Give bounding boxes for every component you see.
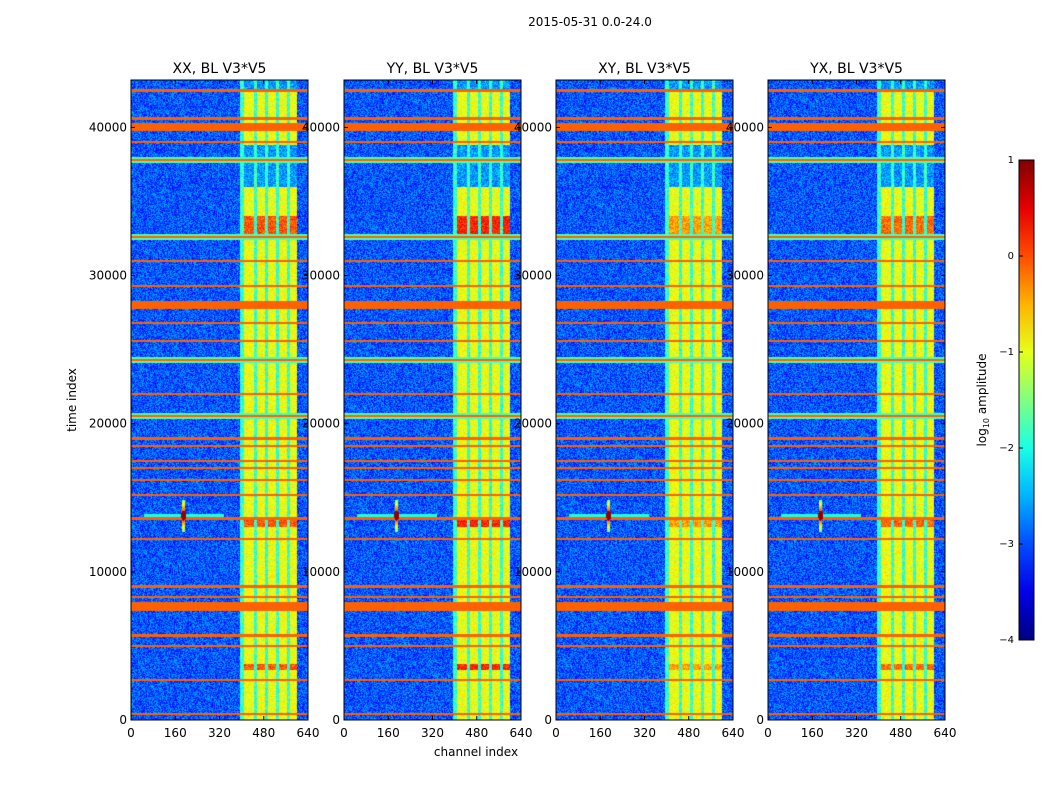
y-tick-label: 40000 [514, 120, 552, 134]
y-tick-label: 0 [544, 713, 552, 727]
panel-title: YX, BL V3*V5 [809, 61, 903, 77]
x-tick-label: 480 [252, 726, 275, 740]
colorbar-label: log10 amplitude [975, 354, 991, 447]
x-axis-label: channel index [434, 745, 518, 759]
panel-3: YX, BL V3*V5 0 160 320 480 640 0 10000 20000 3000… [726, 61, 957, 740]
colorbar-tick-label: −3 [999, 539, 1014, 550]
colorbar-tick-label: −1 [999, 347, 1014, 358]
heatmap-image [131, 80, 308, 720]
colorbar: 1 0 −1 −2 −3 −4 [999, 155, 1035, 646]
x-tick-label: 480 [889, 726, 912, 740]
y-tick-label: 40000 [302, 120, 340, 134]
x-tick-label: 320 [208, 726, 231, 740]
y-tick-label: 40000 [726, 120, 764, 134]
x-tick-label: 0 [127, 726, 135, 740]
y-tick-label: 10000 [726, 565, 764, 579]
panel-1: YY, BL V3*V5 0 160 320 480 640 0 10000 20000 3000… [302, 61, 533, 740]
panel-title: XY, BL V3*V5 [598, 61, 691, 77]
x-tick-label: 160 [377, 726, 400, 740]
x-tick-label: 320 [845, 726, 868, 740]
x-tick-label: 0 [552, 726, 560, 740]
y-tick-label: 20000 [302, 417, 340, 431]
y-tick-label: 30000 [726, 269, 764, 283]
y-axis-label: time index [65, 368, 79, 432]
x-tick-label: 480 [677, 726, 700, 740]
figure-suptitle: 2015-05-31 0.0-24.0 [528, 15, 652, 29]
y-tick-label: 10000 [514, 565, 552, 579]
heatmap-image [344, 80, 521, 720]
panel-title: YY, BL V3*V5 [386, 61, 479, 77]
panels: XX, BL V3*V5 0 160 320 480 640 0 10000 20000 3000… [89, 61, 957, 740]
x-tick-label: 160 [801, 726, 824, 740]
y-tick-label: 20000 [514, 417, 552, 431]
x-tick-label: 160 [164, 726, 187, 740]
y-tick-label: 30000 [89, 269, 127, 283]
colorbar-label-sub: 10 [982, 418, 991, 428]
x-tick-label: 0 [764, 726, 772, 740]
y-tick-label: 40000 [89, 120, 127, 134]
colorbar-label-log: log [975, 428, 989, 446]
colorbar-tick-label: −2 [999, 443, 1014, 454]
x-tick-label: 0 [340, 726, 348, 740]
x-tick-label: 480 [465, 726, 488, 740]
x-tick-label: 160 [589, 726, 612, 740]
colorbar-tick-label: 0 [1008, 251, 1014, 262]
y-tick-label: 10000 [89, 565, 127, 579]
colorbar-tick-label: −4 [999, 635, 1014, 646]
y-tick-label: 0 [119, 713, 127, 727]
panel-2: XY, BL V3*V5 0 160 320 480 640 0 10000 20000 3000… [514, 61, 745, 740]
colorbar-gradient [1018, 159, 1035, 641]
panel-title: XX, BL V3*V5 [173, 61, 267, 77]
colorbar-label-rest: amplitude [975, 354, 989, 418]
x-tick-label: 320 [421, 726, 444, 740]
y-tick-label: 0 [332, 713, 340, 727]
heatmap-image [768, 80, 945, 720]
colorbar-tick-label: 1 [1008, 155, 1014, 166]
x-tick-label: 640 [934, 726, 957, 740]
heatmap-image [556, 80, 733, 720]
y-tick-label: 20000 [89, 417, 127, 431]
y-tick-label: 0 [756, 713, 764, 727]
x-tick-label: 320 [633, 726, 656, 740]
panel-0: XX, BL V3*V5 0 160 320 480 640 0 10000 20000 3000… [89, 61, 320, 740]
x-tick-label: 640 [297, 726, 320, 740]
y-tick-label: 30000 [514, 269, 552, 283]
y-tick-label: 10000 [302, 565, 340, 579]
x-tick-label: 640 [510, 726, 533, 740]
y-tick-label: 20000 [726, 417, 764, 431]
y-tick-label: 30000 [302, 269, 340, 283]
x-tick-label: 640 [722, 726, 745, 740]
